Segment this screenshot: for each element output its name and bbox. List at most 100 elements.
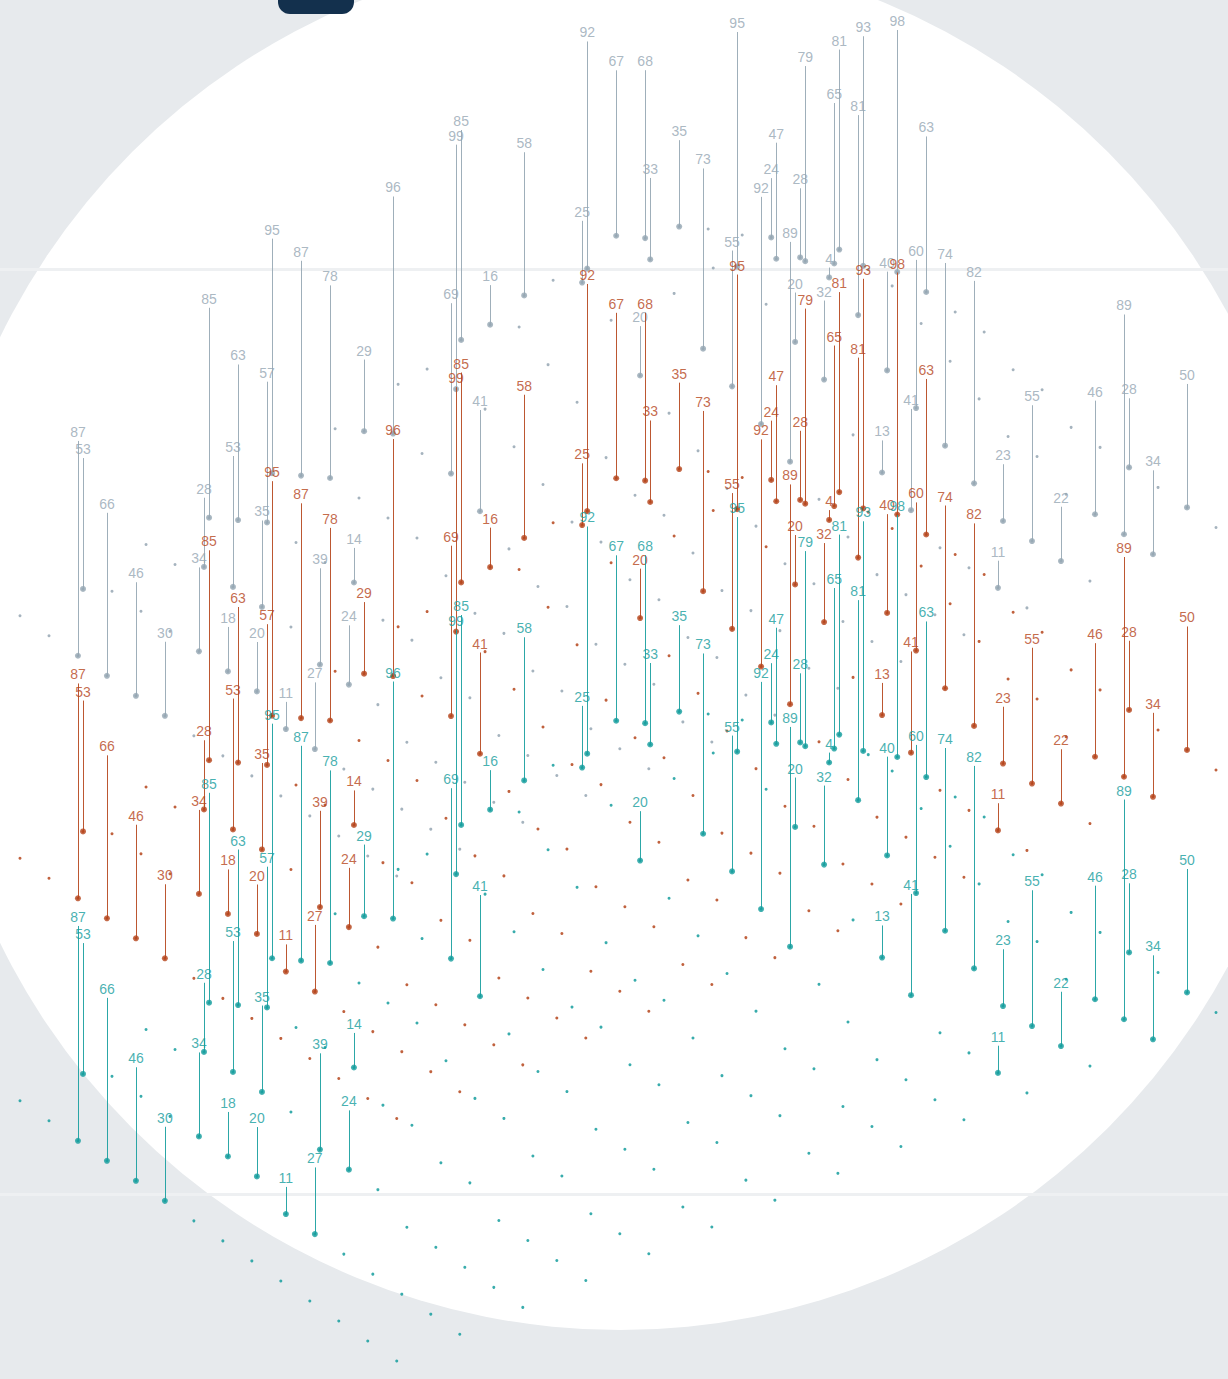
svg-text:93: 93 [855, 262, 871, 278]
svg-text:14: 14 [346, 1016, 362, 1032]
svg-text:99: 99 [448, 370, 464, 386]
svg-text:53: 53 [75, 441, 91, 457]
svg-text:58: 58 [516, 135, 532, 151]
svg-text:95: 95 [264, 707, 280, 723]
svg-text:11: 11 [991, 544, 1006, 560]
svg-text:89: 89 [1116, 783, 1132, 799]
svg-text:89: 89 [1116, 540, 1132, 556]
svg-text:98: 98 [889, 13, 905, 29]
svg-text:11: 11 [991, 786, 1006, 802]
svg-text:30: 30 [157, 1110, 173, 1126]
svg-text:47: 47 [768, 126, 784, 142]
svg-text:46: 46 [128, 565, 144, 581]
svg-text:35: 35 [671, 366, 687, 382]
svg-text:92: 92 [753, 180, 769, 196]
svg-text:27: 27 [307, 665, 323, 681]
svg-text:69: 69 [443, 286, 459, 302]
svg-text:18: 18 [220, 852, 236, 868]
svg-text:53: 53 [225, 924, 241, 940]
svg-text:22: 22 [1053, 975, 1069, 991]
svg-text:28: 28 [1121, 381, 1137, 397]
svg-text:34: 34 [191, 1035, 207, 1051]
svg-text:16: 16 [482, 511, 498, 527]
svg-text:58: 58 [516, 620, 532, 636]
svg-text:23: 23 [995, 447, 1011, 463]
svg-text:63: 63 [918, 362, 934, 378]
svg-text:87: 87 [293, 486, 309, 502]
svg-text:85: 85 [201, 776, 217, 792]
svg-text:32: 32 [816, 284, 832, 300]
svg-text:87: 87 [70, 909, 86, 925]
svg-text:82: 82 [966, 749, 982, 765]
svg-text:96: 96 [385, 179, 401, 195]
svg-text:11: 11 [279, 685, 294, 701]
svg-text:35: 35 [254, 989, 270, 1005]
svg-text:87: 87 [293, 729, 309, 745]
svg-text:73: 73 [695, 394, 711, 410]
svg-text:35: 35 [671, 608, 687, 624]
svg-text:81: 81 [850, 341, 866, 357]
svg-text:81: 81 [850, 98, 866, 114]
svg-text:27: 27 [307, 1150, 323, 1166]
svg-text:87: 87 [293, 244, 309, 260]
svg-text:24: 24 [341, 851, 357, 867]
svg-text:22: 22 [1053, 732, 1069, 748]
svg-text:11: 11 [279, 1170, 294, 1186]
svg-text:46: 46 [1087, 869, 1103, 885]
svg-text:41: 41 [472, 878, 488, 894]
svg-text:66: 66 [99, 738, 115, 754]
svg-text:85: 85 [453, 356, 469, 372]
svg-text:34: 34 [1145, 453, 1161, 469]
svg-text:81: 81 [831, 275, 847, 291]
svg-text:25: 25 [574, 689, 590, 705]
svg-text:98: 98 [889, 498, 905, 514]
svg-text:4: 4 [825, 493, 833, 509]
svg-text:55: 55 [724, 719, 740, 735]
svg-text:46: 46 [1087, 384, 1103, 400]
svg-text:68: 68 [637, 53, 653, 69]
svg-text:28: 28 [196, 966, 212, 982]
svg-text:92: 92 [753, 422, 769, 438]
svg-text:57: 57 [259, 607, 275, 623]
svg-text:53: 53 [75, 684, 91, 700]
svg-text:41: 41 [472, 636, 488, 652]
svg-text:87: 87 [70, 666, 86, 682]
svg-text:69: 69 [443, 529, 459, 545]
svg-text:33: 33 [642, 646, 658, 662]
svg-text:13: 13 [874, 908, 890, 924]
svg-text:30: 30 [157, 867, 173, 883]
svg-text:46: 46 [128, 808, 144, 824]
svg-text:22: 22 [1053, 490, 1069, 506]
svg-text:95: 95 [729, 500, 745, 516]
svg-text:89: 89 [782, 467, 798, 483]
svg-text:24: 24 [763, 646, 779, 662]
svg-text:20: 20 [787, 518, 803, 534]
svg-text:29: 29 [356, 828, 372, 844]
svg-text:24: 24 [763, 404, 779, 420]
svg-text:63: 63 [230, 833, 246, 849]
svg-text:58: 58 [516, 378, 532, 394]
svg-text:95: 95 [264, 222, 280, 238]
svg-text:34: 34 [191, 550, 207, 566]
svg-text:55: 55 [1024, 631, 1040, 647]
svg-text:92: 92 [579, 509, 595, 525]
svg-text:28: 28 [1121, 866, 1137, 882]
svg-text:20: 20 [787, 761, 803, 777]
svg-text:78: 78 [322, 753, 338, 769]
svg-text:66: 66 [99, 981, 115, 997]
svg-text:98: 98 [889, 256, 905, 272]
svg-text:89: 89 [1116, 297, 1132, 313]
svg-text:93: 93 [855, 504, 871, 520]
svg-text:35: 35 [671, 123, 687, 139]
svg-text:53: 53 [75, 926, 91, 942]
svg-text:95: 95 [729, 15, 745, 31]
svg-text:65: 65 [826, 86, 842, 102]
svg-text:14: 14 [346, 531, 362, 547]
svg-text:33: 33 [642, 161, 658, 177]
svg-text:67: 67 [608, 538, 624, 554]
svg-text:25: 25 [574, 204, 590, 220]
svg-text:32: 32 [816, 769, 832, 785]
svg-text:41: 41 [903, 877, 919, 893]
svg-text:63: 63 [230, 590, 246, 606]
svg-text:20: 20 [249, 625, 265, 641]
